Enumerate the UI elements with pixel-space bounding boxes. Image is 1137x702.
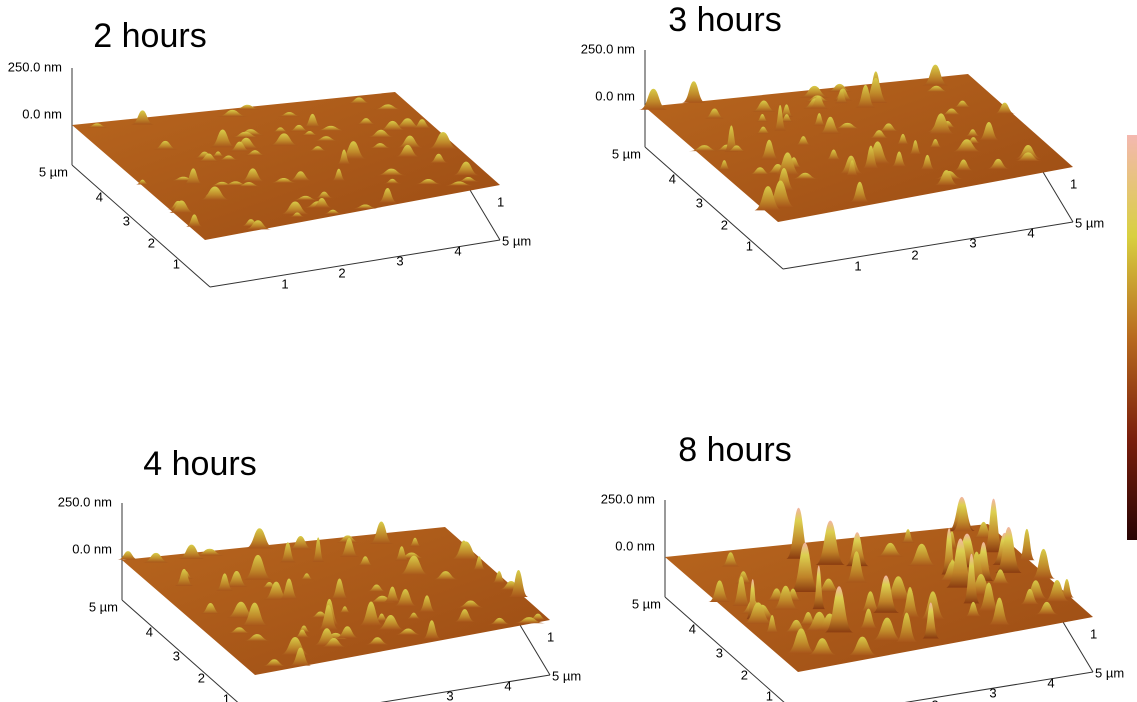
z-axis-label: 250.0 nm: [8, 59, 62, 74]
front-axis-label: 3: [396, 253, 403, 268]
left-axis-label: 2: [741, 667, 748, 682]
panel-title: 3 hours: [668, 1, 781, 39]
front-axis-label: 1: [281, 276, 288, 291]
panel-title: 2 hours: [93, 17, 206, 55]
left-axis-label: 1: [173, 256, 180, 271]
left-axis-label: 3: [716, 645, 723, 660]
z-axis-label: 250.0 nm: [581, 41, 635, 56]
front-axis-label: 5 µm: [552, 668, 581, 683]
left-axis-label: 4: [96, 189, 103, 204]
right-axis-label: 1: [547, 629, 554, 644]
front-axis-label: 3: [989, 685, 996, 700]
front-axis-label: 4: [1027, 225, 1034, 240]
left-axis-label: 4: [689, 621, 696, 636]
right-axis-label: 1: [497, 194, 504, 209]
left-axis-label: 4: [669, 171, 676, 186]
z-axis-label: 250.0 nm: [58, 494, 112, 509]
front-axis-label: 3: [446, 688, 453, 702]
left-axis-label: 1: [746, 238, 753, 253]
front-axis-label: 5 µm: [1075, 215, 1104, 230]
front-axis-label: 5 µm: [1095, 665, 1124, 680]
axis-line: [520, 625, 550, 675]
front-axis-label: 2: [338, 265, 345, 280]
front-axis-label: 2: [911, 247, 918, 262]
colorbar: [1127, 135, 1137, 540]
z-axis-label: 250.0 nm: [601, 491, 655, 506]
z-axis-label: 0.0 nm: [72, 541, 112, 556]
panel-title: 4 hours: [143, 445, 256, 483]
front-axis-label: 1: [854, 258, 861, 273]
figure: 2 hours 250.0 nm 0.0 nm 5 µm 4 3 2 1 1 2 3 4 5 µm 1 3 …: [0, 0, 1137, 702]
left-axis-label: 1: [223, 691, 230, 702]
left-axis-label: 2: [198, 670, 205, 685]
front-axis-label: 4: [454, 243, 461, 258]
left-axis-label: 3: [123, 213, 130, 228]
left-axis-label: 5 µm: [612, 146, 641, 161]
left-axis-label: 2: [721, 217, 728, 232]
axis-line: [1043, 172, 1073, 222]
front-axis-label: 3: [969, 235, 976, 250]
z-axis-label: 0.0 nm: [595, 88, 635, 103]
surface-peak: [117, 551, 138, 560]
panel-title: 8 hours: [678, 431, 791, 469]
left-axis-label: 4: [146, 624, 153, 639]
front-axis-label: 4: [1047, 675, 1054, 690]
surface-peak: [682, 81, 706, 102]
left-axis-label: 3: [173, 648, 180, 663]
right-axis-label: 1: [1090, 626, 1097, 641]
front-axis-label: 5 µm: [502, 233, 531, 248]
z-axis-label: 0.0 nm: [22, 106, 62, 121]
left-axis-label: 5 µm: [39, 164, 68, 179]
front-axis-label: 4: [504, 678, 511, 693]
z-axis-label: 0.0 nm: [615, 538, 655, 553]
axis-line: [1063, 622, 1093, 672]
right-axis-label: 1: [1070, 176, 1077, 191]
left-axis-label: 5 µm: [632, 596, 661, 611]
left-axis-label: 2: [148, 235, 155, 250]
front-axis-label: 2: [931, 697, 938, 702]
left-axis-label: 5 µm: [89, 599, 118, 614]
left-axis-label: 3: [696, 195, 703, 210]
axis-line: [470, 190, 500, 240]
surface: [122, 527, 550, 675]
left-axis-label: 1: [766, 688, 773, 702]
